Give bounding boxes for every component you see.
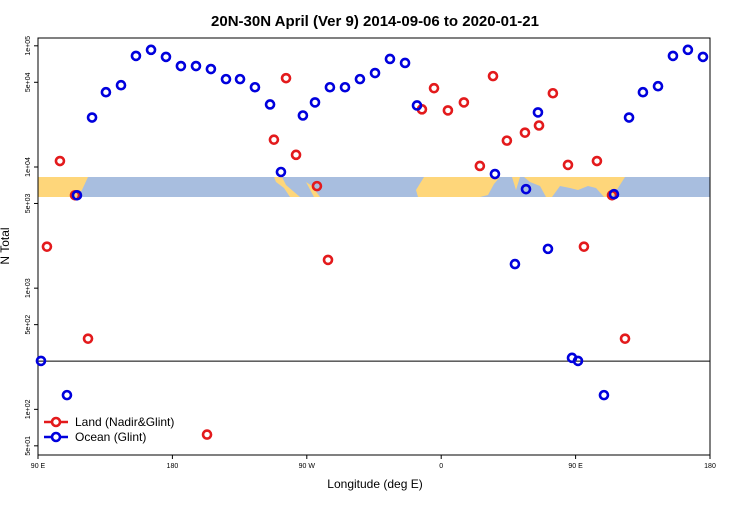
chart-title: 20N-30N April (Ver 9) 2014-09-06 to 2020… [211, 13, 539, 30]
point [264, 99, 276, 110]
point [249, 81, 261, 93]
point [309, 97, 321, 108]
point [175, 60, 187, 72]
point [290, 149, 302, 161]
point [354, 73, 366, 85]
land [512, 177, 520, 190]
x-axis-label: Longitude (deg E) [327, 477, 422, 491]
y-tick-label: 1e+05 [25, 36, 32, 56]
point [547, 87, 559, 99]
x-tick-label: 180 [167, 463, 179, 470]
y-tick-label: 1e+02 [25, 399, 32, 419]
point [411, 100, 423, 111]
point [369, 67, 381, 79]
point [54, 155, 66, 167]
point [520, 183, 532, 195]
point [682, 44, 694, 56]
y-tick-label: 5e+04 [25, 72, 32, 92]
point [542, 243, 554, 255]
point [487, 70, 499, 82]
point [160, 51, 172, 63]
x-tick-label: 90 W [299, 463, 316, 470]
point [509, 258, 521, 270]
point [428, 82, 440, 94]
point [311, 180, 323, 192]
point [474, 160, 486, 172]
legend-marker [50, 416, 62, 428]
point [384, 53, 396, 65]
x-tick-label: 90 E [568, 463, 583, 470]
point [205, 63, 217, 75]
y-tick-label: 1e+03 [25, 278, 32, 298]
legend-label: Land (Nadir&Glint) [75, 415, 174, 429]
point [268, 134, 280, 145]
point [697, 51, 709, 63]
point [608, 188, 620, 200]
point [598, 389, 610, 401]
y-tick-label: 5e+01 [25, 436, 32, 456]
point [533, 120, 545, 131]
point [275, 166, 287, 178]
point [220, 73, 232, 85]
point [458, 97, 470, 108]
land [416, 177, 500, 197]
point [652, 80, 664, 92]
point [519, 127, 531, 138]
point [667, 50, 679, 62]
point [339, 81, 351, 93]
point [41, 241, 53, 252]
point [297, 110, 309, 121]
point [35, 355, 47, 367]
point [71, 189, 83, 201]
point [201, 429, 213, 440]
point [280, 72, 292, 84]
point [562, 159, 574, 171]
point [115, 79, 127, 91]
legend-marker [50, 431, 62, 443]
point [637, 86, 649, 98]
y-tick-label: 5e+03 [25, 194, 32, 214]
land [274, 177, 300, 197]
point [591, 155, 603, 167]
point [82, 333, 94, 344]
point [190, 60, 202, 72]
y-tick-label: 1e+04 [25, 157, 32, 177]
point [234, 73, 246, 85]
point [86, 112, 98, 123]
point [100, 86, 112, 98]
point [578, 241, 590, 252]
point [61, 389, 73, 401]
point [399, 57, 411, 69]
point [145, 44, 157, 56]
point [532, 107, 544, 118]
plot-frame [37, 37, 711, 456]
land [524, 177, 625, 197]
point [130, 50, 142, 62]
point [501, 135, 513, 146]
legend-label: Ocean (Glint) [75, 430, 146, 444]
x-tick-label: 0 [439, 463, 443, 470]
point [324, 81, 336, 93]
point [623, 112, 635, 123]
point [489, 168, 501, 180]
point [442, 105, 454, 116]
x-tick-label: 180 [704, 463, 716, 470]
y-tick-label: 5e+02 [25, 315, 32, 335]
point [322, 254, 334, 266]
x-tick-label: 90 E [31, 463, 46, 470]
map-strip [38, 177, 710, 197]
point [619, 333, 631, 344]
y-axis-label: N Total [0, 227, 12, 264]
point [572, 355, 584, 367]
